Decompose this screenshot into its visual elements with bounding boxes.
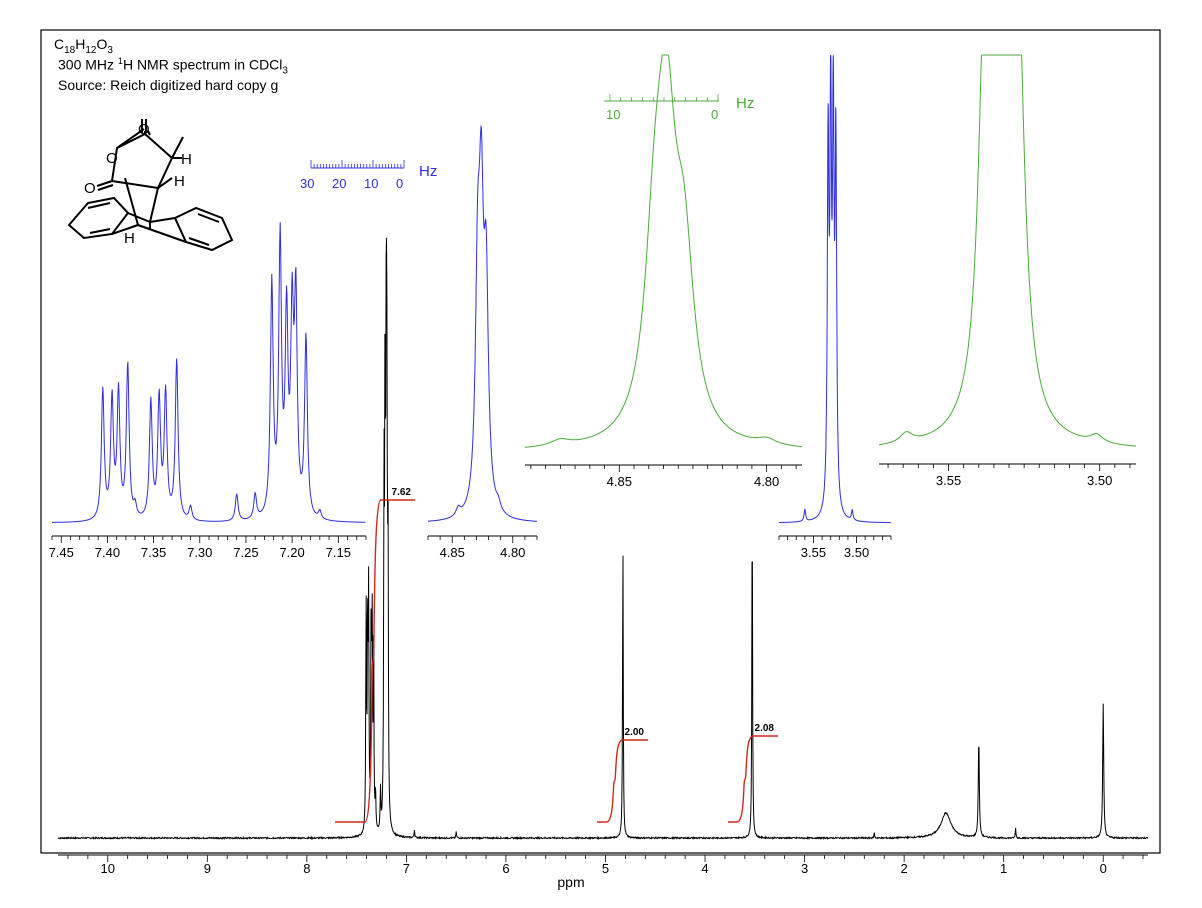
x-tick-label: 2 [901, 861, 908, 876]
integral-label: 7.62 [392, 487, 412, 498]
inset-trace [524, 54, 803, 448]
hz-unit-label: Hz [736, 95, 754, 112]
integral-curve [335, 499, 415, 823]
anhydride-ring [110, 132, 174, 190]
x-tick-label: 7 [403, 861, 410, 876]
integral-curve [597, 739, 648, 823]
inset-tick-label: 7.30 [187, 545, 212, 560]
inset-tick-label: 7.20 [279, 545, 304, 560]
structure-label-h: H [124, 230, 135, 247]
hz-tick-label: 0 [711, 107, 718, 122]
inset-3-53-small: 3.55 3.50 [778, 54, 892, 560]
hz-tick-label: 0 [396, 176, 403, 191]
inset-4-83-small: 4.85 4.80 [427, 124, 538, 560]
inset-tick-label: 3.55 [936, 473, 961, 488]
inset-tick-label: 7.25 [233, 545, 258, 560]
hz-scale-blue: 30 20 10 0 Hz [300, 160, 437, 191]
chemical-structure [67, 119, 234, 252]
inset-tick-label: 3.55 [801, 545, 826, 560]
x-tick-label: 1 [1000, 861, 1007, 876]
inset-tick-label: 3.50 [1087, 473, 1112, 488]
inset-tick-label: 3.50 [844, 545, 869, 560]
x-tick-label: 8 [303, 861, 310, 876]
hz-unit-label: Hz [419, 163, 437, 180]
inset-trace [779, 54, 891, 524]
inset-tick-label: 4.80 [754, 474, 779, 489]
molecular-formula: C18H12O3 [54, 36, 113, 56]
inset-trace [52, 222, 366, 523]
x-tick-label: 6 [502, 861, 509, 876]
plot-frame [40, 29, 1161, 854]
x-tick-label: 3 [801, 861, 808, 876]
structure-label-o: O [84, 180, 96, 197]
x-tick-label: 10 [101, 861, 115, 876]
inset-tick-label: 7.40 [95, 545, 120, 560]
structure-label-o: O [138, 121, 150, 138]
hz-tick-label: 20 [332, 176, 346, 191]
inset-aromatic: 7.45 7.40 7.35 7.30 7.25 7.20 7.15 [49, 222, 367, 560]
inset-tick-label: 7.15 [326, 545, 351, 560]
x-tick-label: 4 [701, 861, 708, 876]
main-spectrum-trace [57, 237, 1149, 841]
inset-tick-label: 7.45 [49, 545, 74, 560]
hz-tick-label: 30 [300, 176, 314, 191]
inset-trace [879, 54, 1136, 447]
integral-label: 2.08 [755, 723, 775, 734]
inset-3-53-expanded: 3.55 3.50 [879, 54, 1136, 488]
x-axis-label: ppm [557, 874, 584, 890]
inset-tick-label: 4.80 [500, 545, 525, 560]
inset-trace [428, 124, 537, 522]
structure-label-h: H [181, 151, 192, 168]
hz-tick-label: 10 [364, 176, 378, 191]
x-tick-label: 0 [1100, 861, 1107, 876]
inset-tick-label: 4.85 [440, 545, 465, 560]
hz-scale-green: 10 0 Hz [604, 94, 754, 122]
integral-label: 2.00 [625, 727, 645, 738]
hz-tick-label: 10 [606, 107, 620, 122]
inset-4-83-expanded: 4.85 4.80 [524, 54, 803, 489]
inset-tick-label: 7.35 [141, 545, 166, 560]
x-tick-label: 9 [204, 861, 211, 876]
integral-curve [728, 735, 778, 823]
x-tick-label: 5 [602, 861, 609, 876]
inset-tick-label: 4.85 [607, 474, 632, 489]
source-note: Source: Reich digitized hard copy g [58, 77, 279, 93]
structure-label-o: O [106, 150, 118, 167]
structure-label-h: H [174, 173, 185, 190]
spectrum-description: 300 MHz 1H NMR spectrum in CDCl3 [58, 56, 288, 77]
